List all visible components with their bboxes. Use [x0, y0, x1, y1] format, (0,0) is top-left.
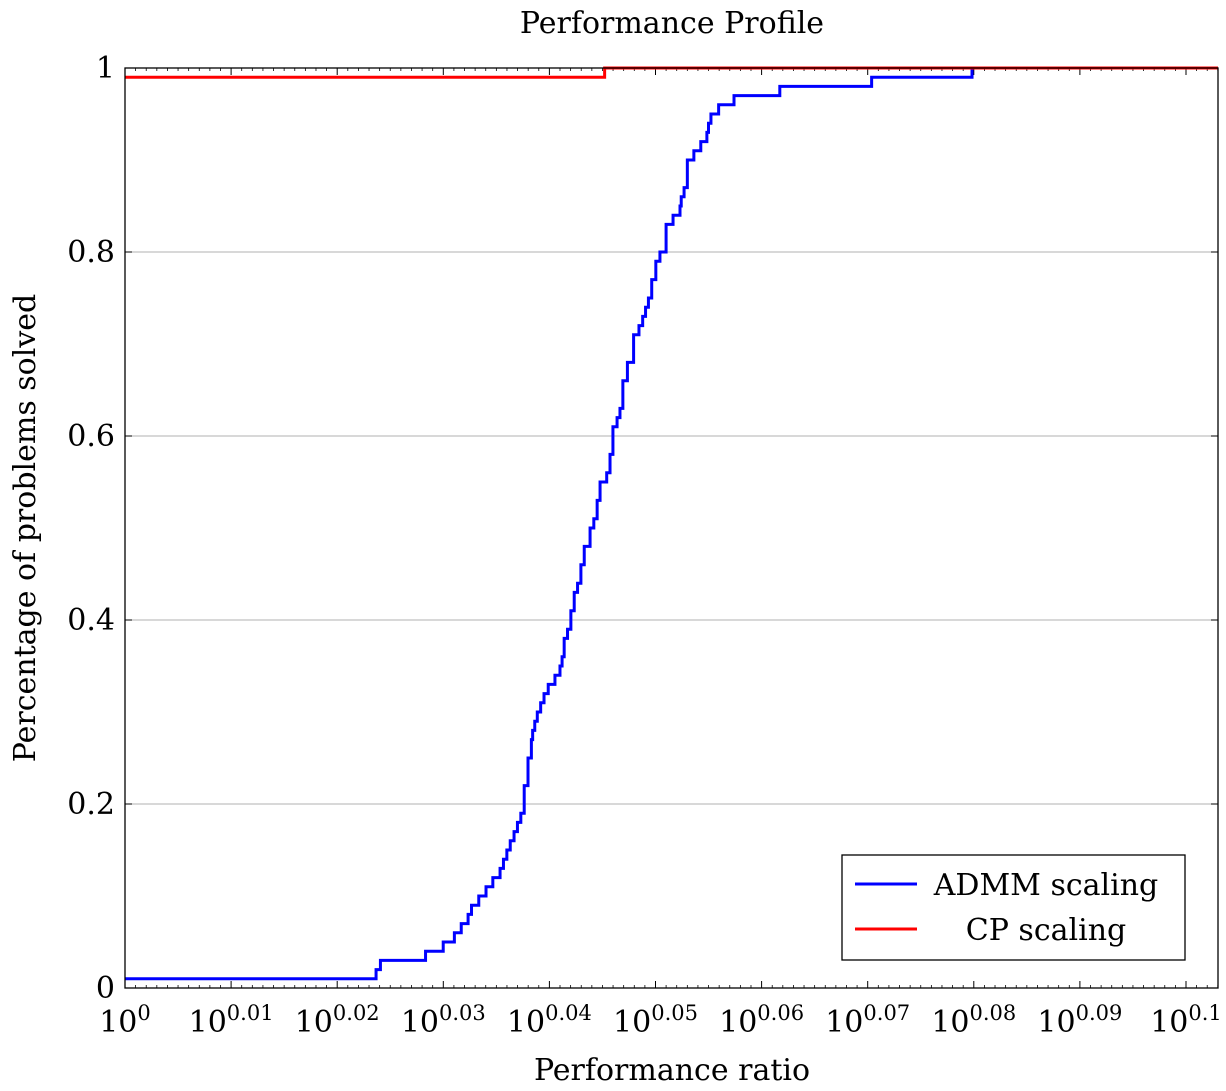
y-tick-label: 0.4 — [67, 603, 115, 638]
x-tick-label-base: 10 — [931, 1005, 969, 1040]
x-tick-label-exponent: 0.07 — [863, 1001, 910, 1025]
legend-label-cp: CP scaling — [966, 913, 1126, 948]
x-tick-label-base: 10 — [401, 1005, 439, 1040]
x-tick-label-base: 10 — [295, 1005, 333, 1040]
y-axis-label: Percentage of problems solved — [8, 294, 43, 762]
x-tick-label: 100.06 — [719, 1001, 804, 1040]
x-tick-label-exponent: 0.02 — [333, 1001, 380, 1025]
plot-area-frame — [124, 67, 1219, 989]
x-tick-label-exponent: 0.09 — [1076, 1001, 1123, 1025]
series-line-admm — [125, 66, 1218, 981]
x-tick-label: 100.03 — [401, 1001, 486, 1040]
x-tick-label: 100.05 — [613, 1001, 698, 1040]
x-tick-label-base: 10 — [1150, 1005, 1188, 1040]
x-tick-label-base: 10 — [507, 1005, 545, 1040]
x-tick-label: 100.09 — [1037, 1001, 1122, 1040]
series-line-cp — [125, 66, 1218, 79]
y-tick-label: 0.2 — [67, 787, 115, 822]
series-lines — [125, 66, 1218, 981]
x-tick-label: 100.04 — [507, 1001, 592, 1040]
x-tick-label-base: 10 — [719, 1005, 757, 1040]
grid-lines — [125, 251, 1218, 805]
x-tick-label-base: 10 — [825, 1005, 863, 1040]
y-tick-labels: 0 0.2 0.4 0.6 0.8 1 — [67, 51, 115, 1006]
chart-title: Performance Profile — [520, 6, 824, 41]
x-tick-label-base: 10 — [613, 1005, 651, 1040]
x-tick-label-exponent: 0.05 — [651, 1001, 698, 1025]
x-tick-label-exponent: 0 — [137, 1001, 150, 1025]
x-tick-label-base: 10 — [189, 1005, 227, 1040]
x-tick-labels: 100 100.01 100.02 100.03 100.04 100.05 100.06 1… — [99, 1001, 1222, 1040]
y-tick-label: 0.6 — [67, 419, 115, 454]
x-tick-label-exponent: 0.1 — [1188, 1001, 1221, 1025]
legend-label-admm: ADMM scaling — [933, 868, 1159, 903]
x-tick-label-exponent: 0.01 — [227, 1001, 274, 1025]
legend: ADMM scaling CP scaling — [841, 854, 1186, 961]
x-tick-label: 100.07 — [825, 1001, 910, 1040]
x-tick-label: 100.1 — [1150, 1001, 1222, 1040]
x-tick-label-exponent: 0.06 — [757, 1001, 804, 1025]
x-tick-label-base: 10 — [1037, 1005, 1075, 1040]
y-tick-label: 1 — [96, 51, 115, 86]
axis-ticks — [124, 67, 1219, 989]
x-tick-label: 100.08 — [931, 1001, 1016, 1040]
x-axis-label: Performance ratio — [534, 1053, 810, 1088]
x-tick-label-exponent: 0.04 — [545, 1001, 592, 1025]
x-tick-label-exponent: 0.03 — [439, 1001, 486, 1025]
x-tick-label-base: 10 — [99, 1005, 137, 1040]
x-tick-label: 100.01 — [189, 1001, 274, 1040]
legend-box — [841, 854, 1186, 961]
y-tick-label: 0.8 — [67, 235, 115, 270]
y-tick-label: 0 — [96, 971, 115, 1006]
x-tick-label-exponent: 0.08 — [970, 1001, 1017, 1025]
x-tick-label: 100 — [99, 1001, 151, 1040]
x-tick-label: 100.02 — [295, 1001, 380, 1040]
